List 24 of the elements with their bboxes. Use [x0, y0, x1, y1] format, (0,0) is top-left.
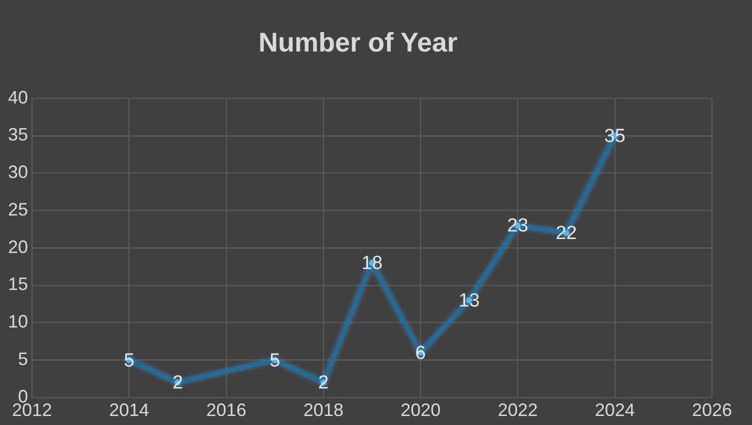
data-label: 5 — [124, 350, 134, 372]
y-tick-label: 25 — [8, 199, 28, 220]
chart-title: Number of Year — [258, 28, 458, 58]
y-tick-label: 15 — [8, 274, 28, 294]
y-tick-label: 35 — [8, 124, 28, 145]
y-tick-label: 40 — [8, 87, 28, 108]
x-tick-label: 2016 — [206, 400, 246, 420]
data-label: 18 — [361, 253, 383, 274]
data-label: 5 — [270, 350, 280, 372]
x-tick-label: 2024 — [594, 400, 635, 420]
y-tick-label: 30 — [8, 162, 28, 182]
y-tick-label: 5 — [18, 348, 28, 369]
y-tick-label: 20 — [8, 236, 28, 257]
x-tick-label: 2026 — [692, 400, 732, 420]
data-label: 22 — [556, 223, 577, 244]
x-tick-label: 2018 — [303, 400, 344, 420]
x-tick-label: 2014 — [109, 400, 150, 420]
data-label: 2 — [172, 372, 184, 394]
data-label: 23 — [507, 216, 528, 237]
data-label: 13 — [458, 290, 480, 312]
x-tick-label: 2020 — [400, 400, 441, 420]
x-tick-label: 2022 — [498, 400, 538, 420]
data-label: 35 — [604, 126, 626, 148]
y-tick-label: 10 — [8, 312, 28, 332]
